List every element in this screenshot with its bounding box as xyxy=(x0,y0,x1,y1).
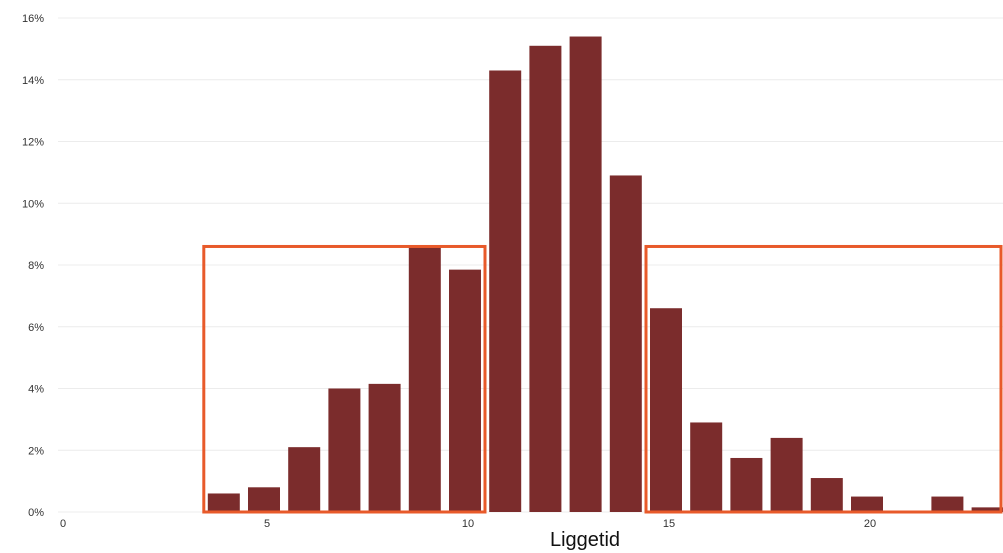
bar xyxy=(609,175,642,512)
y-tick-label: 12% xyxy=(22,137,44,149)
y-tick-label: 2% xyxy=(28,445,44,457)
y-axis-ticks: 0% 2% 4% 6% 8% 10% 12% 14% 16% xyxy=(22,13,44,519)
bar xyxy=(931,496,964,512)
highlight-box xyxy=(202,244,487,514)
x-tick-label: 20 xyxy=(864,518,876,530)
y-tick-label: 10% xyxy=(22,198,44,210)
x-axis-title: Liggetid xyxy=(550,529,620,551)
y-tick-label: 16% xyxy=(22,13,44,25)
bar xyxy=(368,383,401,512)
x-tick-label: 5 xyxy=(264,518,270,530)
bar xyxy=(569,36,602,513)
x-tick-label: 0 xyxy=(60,518,66,530)
bar xyxy=(851,496,883,512)
y-tick-label: 4% xyxy=(28,384,44,396)
bar xyxy=(529,45,562,512)
bar xyxy=(408,246,441,512)
x-axis-ticks: 0 5 10 15 20 xyxy=(60,518,876,530)
bars xyxy=(207,36,1003,513)
bar xyxy=(971,507,1003,512)
highlight-box xyxy=(644,244,1003,514)
bar xyxy=(770,437,803,512)
bar xyxy=(690,422,723,512)
bar xyxy=(730,457,763,512)
bar xyxy=(207,493,240,512)
bar xyxy=(288,447,321,512)
y-tick-label: 6% xyxy=(28,322,44,334)
bar xyxy=(489,70,522,513)
bar xyxy=(449,269,481,512)
y-tick-label: 8% xyxy=(28,260,44,272)
bar xyxy=(328,388,361,512)
bar xyxy=(810,478,843,512)
x-tick-label: 10 xyxy=(462,518,474,530)
y-tick-label: 0% xyxy=(28,507,44,519)
x-tick-label: 15 xyxy=(663,518,675,530)
highlight-boxes xyxy=(202,244,1003,514)
bar xyxy=(650,308,682,512)
y-tick-label: 14% xyxy=(22,75,44,87)
bar xyxy=(248,487,280,512)
